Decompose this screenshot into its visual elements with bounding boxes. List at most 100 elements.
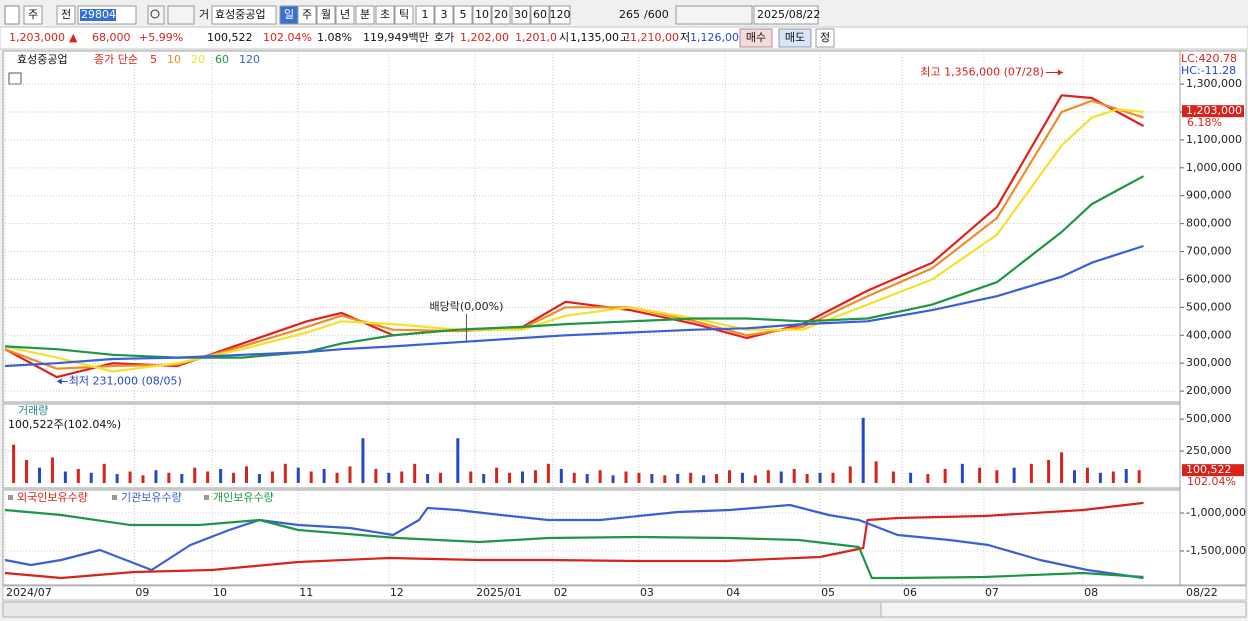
quote-text[interactable]: 정	[820, 31, 830, 44]
button[interactable]	[56, 5, 76, 25]
volume-bar	[559, 468, 563, 483]
volume-bar	[943, 468, 947, 483]
volume-bar	[766, 470, 770, 483]
toolbar-text[interactable]: 120	[550, 8, 571, 21]
volume-bar	[715, 474, 719, 483]
legend-entry: 120	[239, 53, 260, 66]
volume-bar	[978, 467, 982, 483]
y-tick-label: 300,000	[1186, 356, 1232, 369]
button[interactable]	[453, 5, 473, 25]
volume-bar	[676, 474, 680, 483]
line-series	[4, 175, 1145, 359]
menu-icon[interactable]	[4, 5, 20, 25]
stock-name: 효성중공업	[17, 53, 68, 66]
volume-bar	[995, 470, 999, 483]
toolbar-text[interactable]: 초	[380, 8, 390, 21]
toolbar-text[interactable]: 효성중공업	[215, 8, 266, 21]
lc-label: LC:420.78	[1181, 52, 1237, 65]
button[interactable]	[375, 5, 395, 25]
toolbar-text[interactable]: 주	[302, 8, 312, 21]
button[interactable]	[355, 5, 375, 25]
legend-entry: 60	[215, 53, 229, 66]
sound-button[interactable]	[167, 5, 195, 25]
toolbar-text[interactable]: 10	[475, 8, 489, 21]
button[interactable]	[472, 5, 492, 25]
volume-bar	[219, 468, 223, 483]
toolbar-text[interactable]: 틱	[399, 8, 409, 21]
button[interactable]	[511, 5, 531, 25]
button[interactable]	[434, 5, 454, 25]
legend-marker	[112, 495, 117, 500]
volume-bar	[482, 474, 486, 483]
toolbar-text[interactable]: 5	[460, 8, 467, 21]
x-tick-label: 07	[985, 586, 999, 599]
search-button[interactable]	[147, 5, 165, 25]
x-tick-label: 05	[821, 586, 835, 599]
legend-entry[interactable]: 개인보유수량	[213, 491, 274, 504]
volume-bar	[1047, 460, 1051, 483]
button[interactable]	[415, 5, 435, 25]
legend-entry[interactable]: 기관보유수량	[121, 491, 182, 504]
volume-bar	[180, 474, 184, 483]
x-tick-label: 11	[299, 586, 313, 599]
legend-entry: 20	[191, 53, 205, 66]
volume-bar	[456, 438, 460, 483]
scroll-tools[interactable]	[880, 601, 1247, 618]
toolbar-text[interactable]: 30	[514, 8, 528, 21]
toolbar-text[interactable]: 주	[28, 8, 38, 21]
quote-text: 시	[559, 31, 569, 44]
tool-icons[interactable]	[675, 5, 753, 25]
toolbar-text[interactable]: 2025/08/22	[757, 8, 820, 21]
volume-bar	[689, 472, 693, 483]
toolbar-text[interactable]: 년	[340, 8, 350, 21]
input-box[interactable]	[753, 5, 819, 25]
toolbar-text[interactable]: 298040	[81, 8, 123, 21]
volume-bar	[1137, 470, 1141, 483]
toolbar-text[interactable]: 일	[284, 7, 294, 21]
quote-text: ▲	[69, 31, 78, 44]
button[interactable]	[491, 5, 511, 25]
button[interactable]	[316, 5, 336, 25]
button[interactable]	[739, 28, 773, 48]
legend-marker	[8, 495, 13, 500]
dividend-annotation: 배당락(0,00%)	[429, 300, 503, 313]
quote-text: +5.99%	[139, 31, 183, 44]
scrollbar[interactable]	[2, 601, 882, 618]
last-value-box	[1182, 464, 1244, 477]
button[interactable]	[335, 5, 355, 25]
button[interactable]	[297, 5, 317, 25]
button[interactable]	[815, 28, 835, 48]
button[interactable]	[23, 5, 43, 25]
toolbar-text: 265	[619, 8, 640, 21]
volume-bar	[508, 472, 512, 483]
quote-text[interactable]: 매수	[746, 31, 766, 44]
y-tick-label: 500,000	[1186, 300, 1232, 313]
legend-entry[interactable]: 외국인보유수량	[17, 491, 88, 504]
quote-text: 1,210,00	[630, 31, 679, 44]
toolbar-text[interactable]: 3	[441, 8, 448, 21]
button[interactable]	[530, 5, 550, 25]
toolbar-text[interactable]: 20	[494, 8, 508, 21]
volume-bar	[63, 471, 67, 483]
toolbar-text[interactable]: 전	[61, 8, 71, 21]
quote-text[interactable]: 매도	[785, 31, 805, 44]
toolbar-text[interactable]: 분	[360, 8, 370, 21]
toolbar-text[interactable]: 60	[533, 8, 547, 21]
y-tick-label: 600,000	[1186, 272, 1232, 285]
toolbar-text[interactable]: 1	[422, 8, 429, 21]
volume-bar	[818, 472, 822, 483]
volume-bar	[598, 470, 602, 483]
input-box[interactable]	[211, 5, 277, 25]
volume-bar	[469, 471, 473, 483]
button[interactable]	[778, 28, 812, 48]
volume-bar	[702, 475, 706, 483]
volume-bar	[374, 468, 378, 483]
x-tick-label: 08	[1084, 586, 1098, 599]
volume-bar	[193, 467, 197, 483]
table-icon[interactable]	[8, 72, 22, 85]
volume-bar	[76, 468, 80, 483]
quote-text: 68,000	[92, 31, 131, 44]
toolbar-text[interactable]: 월	[321, 8, 331, 21]
button[interactable]	[549, 5, 571, 25]
button[interactable]	[394, 5, 414, 25]
